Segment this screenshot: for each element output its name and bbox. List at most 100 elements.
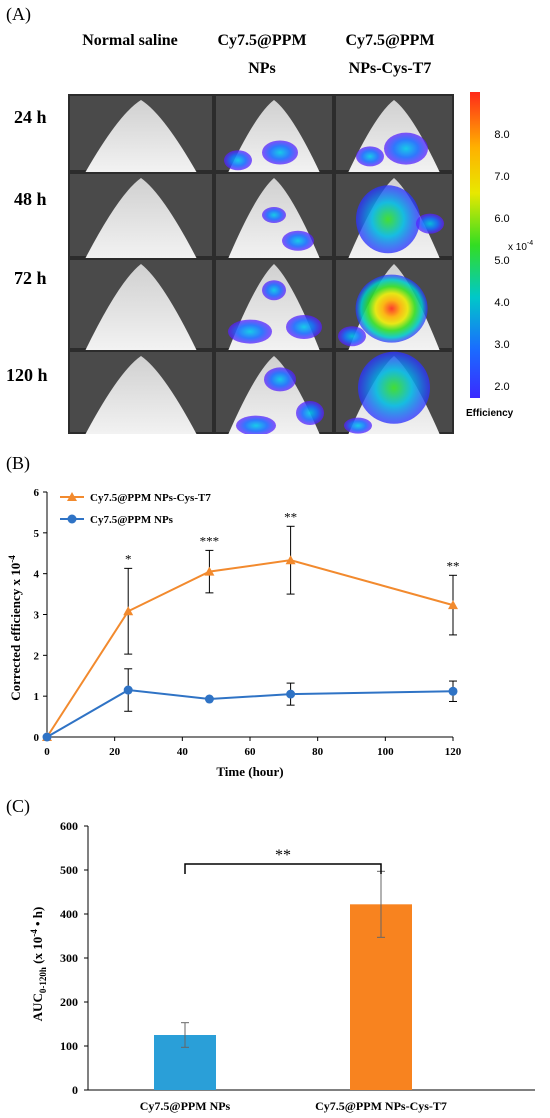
column-header-normal-saline: Normal saline: [82, 32, 178, 49]
fluorescence-signal: [264, 367, 296, 392]
data-point: [448, 686, 458, 696]
y-tick-label: 0: [72, 1083, 78, 1097]
data-point: [448, 600, 458, 610]
bar-chart-ylabel: AUC0-120h (x 10-4 • h): [29, 907, 48, 1022]
panel-b-label: (B): [6, 453, 30, 473]
series-nps: [42, 668, 458, 742]
row-label-24h: 24 h: [14, 107, 47, 127]
mouse-body: [85, 264, 197, 350]
x-tick-label: 120: [445, 746, 462, 758]
mouse-image: [334, 94, 454, 172]
panel-a-label: (A): [6, 4, 31, 24]
series-line: [46, 689, 454, 738]
colorbar-tick-label: 6.0: [494, 213, 509, 225]
mouse-image: [214, 258, 334, 350]
legend-marker: [67, 492, 77, 501]
y-tick-label: 300: [60, 951, 78, 965]
fluorescence-signal: [356, 185, 420, 254]
data-point: [123, 685, 133, 695]
line-chart-xlabel: Time (hour): [216, 764, 283, 779]
colorbar-unit: x 10-4: [508, 240, 533, 253]
category-label: Cy7.5@PPM NPs-Cys-T7: [315, 1099, 447, 1113]
x-tick-label: 40: [177, 746, 189, 758]
colorbar-tick-label: 7.0: [494, 171, 509, 183]
fluorescence-signal: [228, 319, 272, 344]
column-header-cy75-ppm-nps-cys-t7: Cy7.5@PPM NPs-Cys-T7: [345, 32, 435, 77]
series-cys-t7: ********: [42, 509, 460, 741]
series-line: [46, 559, 454, 738]
y-tick-label: 400: [60, 907, 78, 921]
fluorescence-signal: [236, 415, 276, 434]
row-label-72h: 72 h: [14, 268, 47, 288]
fluorescence-signal: [262, 280, 286, 301]
y-tick-label: 2: [34, 650, 40, 662]
colorbar-tick-label: 2.0: [494, 381, 509, 393]
significance-marker: *: [125, 551, 132, 566]
data-point: [204, 694, 214, 704]
legend-label: Cy7.5@PPM NPs-Cys-T7: [90, 492, 211, 504]
fluorescence-signal: [356, 146, 384, 167]
y-tick-label: 4: [34, 569, 40, 581]
fluorescence-signal: [286, 315, 322, 339]
y-tick-label: 200: [60, 995, 78, 1009]
fluorescence-signal: [262, 207, 286, 223]
colorbar: 8.0 7.0 6.0 5.0 4.0 3.0 2.0 x 10-4 Efficiency: [466, 92, 533, 419]
y-tick-label: 5: [34, 528, 40, 540]
mouse-image: [334, 350, 454, 434]
data-point: [204, 566, 215, 576]
data-point: [286, 689, 296, 699]
x-tick-label: 20: [109, 746, 121, 758]
mouse-body: [85, 178, 197, 258]
significance-marker: **: [447, 558, 460, 573]
fluorescence-signal: [262, 140, 298, 165]
mouse-image: [68, 94, 214, 172]
x-tick-label: 80: [312, 746, 324, 758]
fluorescence-signal: [296, 401, 324, 425]
colorbar-tick-label: 3.0: [494, 339, 509, 351]
y-tick-label: 100: [60, 1039, 78, 1053]
significance-marker: **: [275, 847, 291, 864]
mouse-image: [68, 350, 214, 434]
y-tick-label: 1: [34, 691, 40, 703]
y-tick-label: 600: [60, 819, 78, 833]
colorbar-tick-label: 5.0: [494, 255, 509, 267]
y-tick-label: 3: [34, 610, 40, 622]
data-point: [42, 732, 52, 742]
mouse-image: [334, 258, 454, 350]
mouse-image: [214, 172, 334, 258]
legend-marker: [67, 514, 77, 524]
y-tick-label: 0: [34, 732, 40, 744]
colorbar-gradient: [470, 92, 480, 398]
legend-label: Cy7.5@PPM NPs: [90, 514, 174, 526]
line-chart-ylabel: Corrected efficiency x 10-4: [7, 555, 23, 701]
row-label-48h: 48 h: [14, 189, 47, 209]
row-label-120h: 120 h: [6, 365, 48, 385]
colorbar-tick-label: 8.0: [494, 129, 509, 141]
fluorescence-signal: [224, 150, 252, 171]
fluorescence-signal: [355, 274, 428, 343]
fluorescence-signal: [416, 213, 444, 234]
mouse-image: [68, 258, 214, 350]
colorbar-label: Efficiency: [466, 408, 514, 419]
y-tick-label: 6: [34, 487, 40, 499]
bar-chart: 0 100 200 300 400 500 600 Cy7.5@PPM NPs Cy7.5@P…: [29, 819, 535, 1113]
mouse-image: [68, 172, 214, 258]
x-tick-label: 0: [44, 746, 50, 758]
x-tick-label: 60: [245, 746, 257, 758]
significance-marker: ***: [200, 533, 220, 548]
fluorescence-signal: [338, 326, 366, 347]
mouse-body: [85, 356, 197, 434]
significance-marker: **: [284, 509, 297, 524]
colorbar-tick-label: 4.0: [494, 297, 509, 309]
mouse-image: [214, 94, 334, 172]
fluorescence-signal: [344, 417, 372, 434]
fluorescence-signal: [282, 230, 314, 251]
category-label: Cy7.5@PPM NPs: [140, 1099, 231, 1113]
panel-c-label: (C): [6, 796, 30, 816]
data-point: [123, 606, 134, 616]
mouse-body: [85, 100, 197, 172]
significance-bracket: [184, 863, 382, 874]
x-tick-label: 100: [377, 746, 394, 758]
fluorescence-signal: [358, 351, 430, 424]
